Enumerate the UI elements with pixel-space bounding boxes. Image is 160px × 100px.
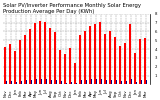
Bar bbox=[56, 80, 57, 84]
Bar bbox=[31, 80, 32, 84]
Bar bbox=[81, 80, 82, 84]
Bar bbox=[21, 81, 22, 84]
Bar bbox=[146, 80, 147, 84]
Bar bbox=[91, 79, 92, 84]
Bar bbox=[74, 63, 76, 84]
Bar bbox=[6, 81, 7, 84]
Bar bbox=[46, 79, 47, 84]
Bar bbox=[139, 39, 141, 84]
Bar bbox=[121, 81, 122, 84]
Bar bbox=[26, 80, 27, 84]
Bar bbox=[49, 28, 51, 84]
Bar bbox=[39, 21, 41, 84]
Bar bbox=[86, 80, 87, 84]
Bar bbox=[4, 47, 6, 84]
Bar bbox=[119, 46, 121, 84]
Bar bbox=[136, 82, 137, 84]
Bar bbox=[84, 31, 86, 84]
Bar bbox=[54, 32, 56, 84]
Bar bbox=[36, 79, 37, 84]
Bar bbox=[96, 79, 97, 84]
Bar bbox=[126, 81, 127, 84]
Bar bbox=[19, 40, 21, 84]
Bar bbox=[114, 37, 116, 84]
Bar bbox=[71, 82, 72, 84]
Bar bbox=[24, 35, 26, 84]
Bar bbox=[131, 79, 132, 84]
Bar bbox=[94, 24, 96, 84]
Bar bbox=[124, 43, 126, 84]
Bar bbox=[106, 80, 107, 84]
Bar bbox=[14, 51, 16, 84]
Bar bbox=[89, 26, 91, 84]
Bar bbox=[104, 34, 106, 84]
Bar bbox=[34, 23, 36, 84]
Bar bbox=[66, 83, 67, 84]
Bar bbox=[64, 54, 66, 84]
Bar bbox=[41, 79, 42, 84]
Bar bbox=[144, 38, 146, 84]
Bar bbox=[116, 80, 117, 84]
Bar bbox=[29, 29, 31, 84]
Bar bbox=[44, 22, 46, 84]
Bar bbox=[79, 35, 81, 84]
Bar bbox=[51, 80, 52, 84]
Bar bbox=[134, 53, 136, 84]
Text: Solar PV/Inverter Performance Monthly Solar Energy Production Average Per Day (K: Solar PV/Inverter Performance Monthly So… bbox=[3, 3, 141, 14]
Bar bbox=[109, 31, 111, 84]
Bar bbox=[59, 50, 61, 84]
Bar bbox=[129, 24, 131, 84]
Bar bbox=[61, 81, 62, 84]
Bar bbox=[111, 80, 112, 84]
Bar bbox=[11, 81, 12, 84]
Bar bbox=[9, 44, 11, 84]
Bar bbox=[141, 80, 142, 84]
Bar bbox=[99, 22, 101, 84]
Bar bbox=[101, 79, 102, 84]
Bar bbox=[16, 82, 17, 84]
Bar bbox=[76, 83, 77, 84]
Bar bbox=[69, 48, 71, 84]
